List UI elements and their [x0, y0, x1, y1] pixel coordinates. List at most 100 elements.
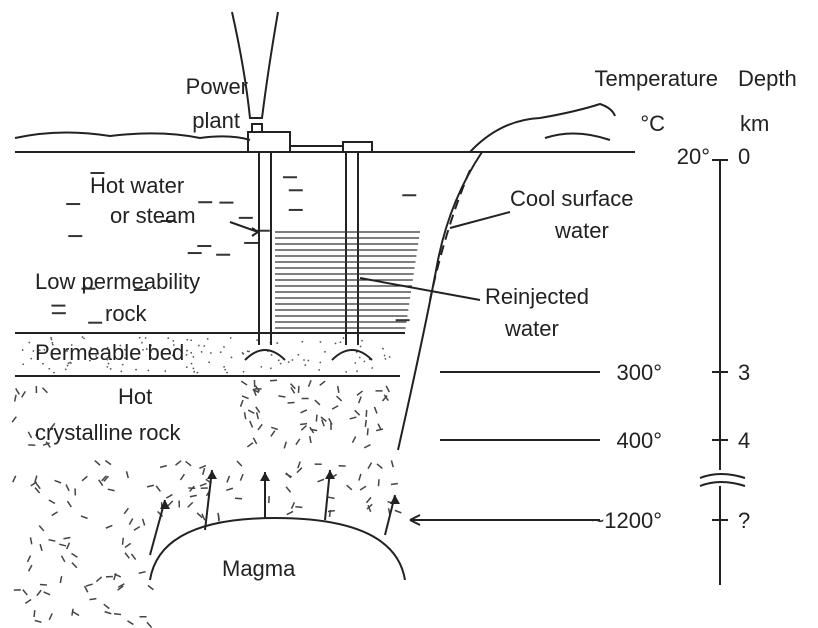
- label: crystalline rock: [35, 420, 181, 445]
- fleck: [187, 501, 194, 508]
- fleck: [367, 505, 372, 513]
- fleck: [71, 562, 78, 569]
- leader: [359, 277, 481, 301]
- fleck: [41, 387, 48, 394]
- fleck: [239, 473, 244, 481]
- fleck: [239, 399, 244, 407]
- dot: [219, 351, 222, 354]
- label: Low permeability: [35, 269, 200, 294]
- dot: [64, 368, 67, 371]
- dot: [51, 341, 54, 344]
- dot: [206, 337, 209, 340]
- fleck: [59, 543, 67, 547]
- fleck: [121, 537, 125, 545]
- fleck: [51, 511, 59, 517]
- reservoir-boundary: [397, 151, 483, 451]
- fleck: [365, 496, 372, 504]
- fleck: [103, 603, 110, 610]
- dot: [287, 361, 290, 364]
- header: Depth: [738, 66, 797, 91]
- fleck: [189, 494, 197, 498]
- dot: [303, 359, 305, 361]
- dot: [144, 337, 147, 339]
- fleck: [127, 620, 134, 626]
- fleck: [240, 380, 248, 386]
- fleck: [296, 467, 303, 474]
- dot: [190, 339, 193, 342]
- fleck: [66, 500, 72, 508]
- dot: [203, 345, 206, 347]
- right-hill: [469, 102, 616, 153]
- unit: °C: [640, 111, 665, 136]
- well-flow: [244, 349, 373, 361]
- fleck: [255, 406, 261, 414]
- heat-arrows: [149, 469, 400, 556]
- dot: [81, 336, 84, 338]
- dot: [319, 341, 322, 343]
- fleck: [175, 460, 182, 466]
- dot: [32, 350, 35, 352]
- fleck: [249, 420, 254, 428]
- temperature: 400°: [616, 428, 662, 453]
- fleck: [226, 475, 231, 483]
- fleck: [247, 409, 255, 415]
- label: rock: [105, 301, 148, 326]
- dot: [100, 350, 103, 353]
- fleck: [357, 396, 362, 404]
- fleck: [48, 613, 53, 621]
- cool-water-flow: [429, 169, 471, 301]
- fleck: [285, 486, 292, 493]
- dot: [382, 347, 384, 350]
- fleck: [278, 395, 286, 398]
- fleck: [42, 442, 50, 446]
- fleck: [383, 394, 389, 401]
- dot: [190, 362, 193, 365]
- dot: [208, 361, 211, 364]
- fleck: [199, 482, 207, 487]
- fleck: [13, 394, 17, 402]
- dot: [334, 342, 337, 345]
- dot: [270, 367, 272, 370]
- dot: [50, 338, 53, 341]
- fleck: [146, 484, 155, 488]
- fleck: [94, 460, 101, 466]
- dot: [138, 336, 141, 339]
- dot: [342, 337, 345, 339]
- fleck: [130, 553, 137, 560]
- fleck: [98, 479, 104, 486]
- dot: [109, 367, 112, 370]
- label: water: [554, 218, 609, 243]
- fleck: [307, 379, 312, 388]
- dot: [95, 355, 97, 357]
- dot: [209, 352, 212, 354]
- fleck: [252, 437, 258, 445]
- fleck: [226, 487, 234, 492]
- fleck: [21, 391, 26, 398]
- fleck: [317, 478, 325, 483]
- rock-texture: [11, 172, 417, 628]
- fleck: [367, 462, 373, 470]
- fleck: [243, 412, 247, 420]
- dot: [363, 360, 366, 363]
- label: Reinjected: [485, 284, 589, 309]
- dot: [107, 362, 110, 365]
- fleck: [107, 488, 115, 492]
- depth: 0: [738, 144, 750, 169]
- fleck: [34, 487, 41, 494]
- fleck: [147, 584, 154, 591]
- fleck: [133, 525, 141, 531]
- fleck: [364, 419, 367, 427]
- dot: [196, 371, 199, 374]
- dot: [324, 350, 326, 353]
- power-plant: [247, 131, 291, 153]
- temperature: 300°: [616, 360, 662, 385]
- dot: [307, 359, 310, 362]
- leader: [229, 221, 260, 237]
- fleck: [71, 608, 74, 616]
- left-hill: [14, 131, 251, 141]
- dot: [186, 338, 189, 341]
- fleck: [105, 524, 113, 529]
- depth-axis: [699, 160, 746, 585]
- dot: [384, 358, 387, 360]
- fleck: [104, 610, 112, 615]
